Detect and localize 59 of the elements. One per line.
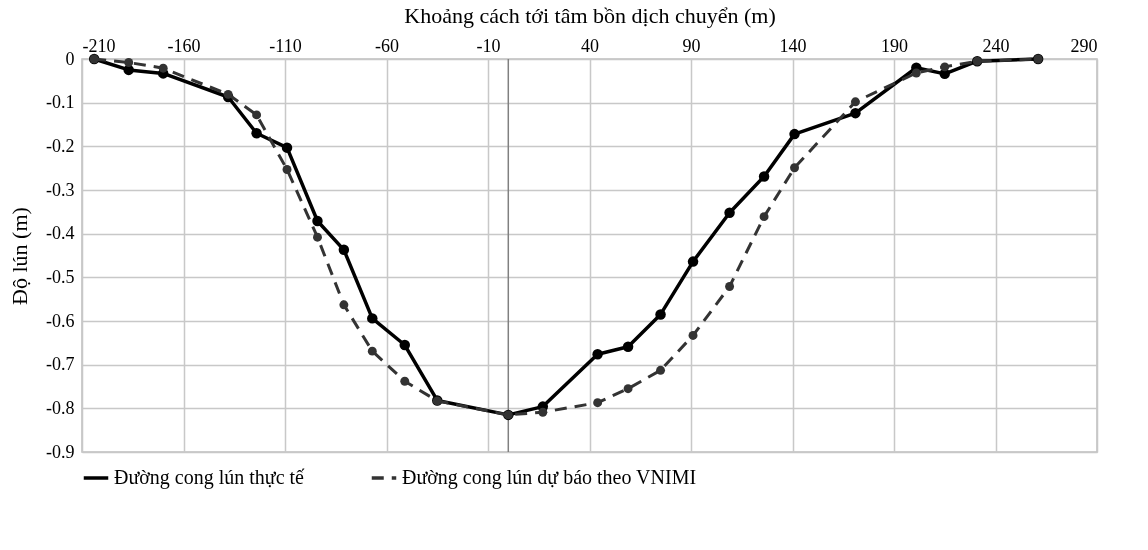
point [725,282,735,291]
point [593,398,603,408]
point [313,232,322,242]
point [656,365,666,375]
legend-label: Đường cong lún thực tế [114,466,306,489]
point [911,68,921,78]
x-tick-label: -10 [476,35,501,56]
point [400,376,410,386]
x-tick-label: 90 [682,35,701,56]
point [367,313,378,324]
point [789,128,800,140]
x-tick-label: 190 [881,35,908,56]
x-tick-label: -60 [375,35,399,56]
x-tick-label: 140 [779,35,807,56]
point [724,207,735,218]
x-tick-label: 40 [581,35,599,56]
point [622,341,634,352]
point [592,348,603,360]
y-tick-label: -0.2 [46,135,75,156]
y-tick-label: 0 [65,48,75,69]
point [312,215,323,227]
point [338,244,350,256]
point [655,309,666,320]
y-tick-label: -0.1 [46,92,75,113]
point [399,339,411,351]
point [252,110,262,120]
y-tick-label: -0.8 [46,397,75,418]
point [223,89,233,99]
y-tick-label: -0.4 [46,223,75,244]
y-tick-label: -0.5 [46,266,75,287]
point [758,171,770,182]
point [790,163,799,173]
point [850,107,861,119]
x-tick-label: 240 [982,35,1010,56]
x-tick-label: 290 [1070,35,1098,56]
point [339,300,349,310]
point [251,128,262,139]
y-tick-label: -0.7 [46,354,75,375]
point [940,62,950,72]
point [282,165,292,174]
point [850,97,860,107]
y-tick-label: -0.3 [46,179,75,200]
point [759,212,769,222]
point [623,384,633,394]
point [688,330,698,340]
x-axis-title: Khoảng cách tới tâm bồn dịch chuyển (m) [404,2,776,28]
y-tick-label: -0.6 [46,310,75,331]
y-axis-title: Độ lún (m) [7,207,33,305]
y-tick-label: -0.9 [46,441,75,462]
x-tick-label: -110 [269,35,302,56]
point [158,63,168,73]
point [687,256,699,267]
point [538,407,548,417]
legend-label: Đường cong lún dự báo theo VNIMI [402,466,697,489]
x-tick-label: -160 [167,35,201,56]
x-tick-label: -210 [82,35,116,56]
point [281,142,293,153]
point [124,58,134,67]
point [367,346,377,356]
